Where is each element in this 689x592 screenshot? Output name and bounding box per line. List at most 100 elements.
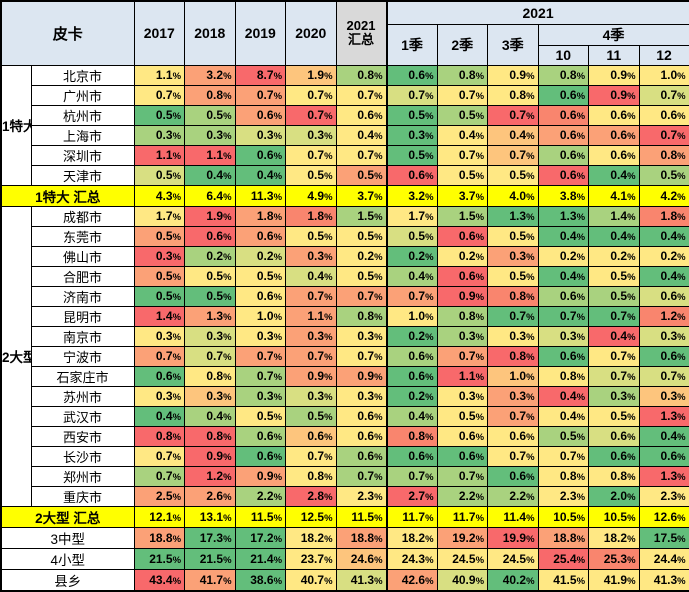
data-cell: 19.2% (436, 526, 489, 549)
data-cell: 0.8% (487, 285, 539, 307)
row-label: 武汉市 (30, 405, 135, 427)
data-cell: 2.0% (588, 485, 640, 507)
data-cell: 0.7% (133, 465, 186, 487)
data-cell: 0.6% (335, 425, 388, 447)
data-cell: 0.6% (588, 124, 640, 146)
row-label: 南京市 (30, 325, 135, 347)
data-cell: 0.8% (588, 465, 640, 487)
data-cell: 1.3% (184, 305, 236, 327)
data-cell: 0.5% (487, 164, 539, 186)
data-cell: 0.7% (436, 465, 489, 487)
data-cell: 2.2% (234, 485, 287, 507)
data-cell: 12.6% (638, 505, 689, 528)
data-cell: 0.7% (537, 305, 590, 327)
table-body: 1特大北京市1.1%3.2%8.7%1.9%0.8%0.6%0.8%0.9%0.… (0, 64, 689, 591)
data-cell: 0.7% (436, 144, 489, 166)
row-label: 郑州市 (30, 465, 135, 487)
data-cell: 1.1% (184, 144, 236, 166)
data-cell: 24.6% (335, 547, 388, 570)
data-cell: 0.6% (638, 345, 689, 367)
data-cell: 3.2% (385, 184, 438, 207)
data-cell: 0.5% (335, 265, 388, 287)
data-cell: 2.2% (436, 485, 489, 507)
data-cell: 0.2% (638, 245, 689, 267)
row-label: 县乡 (0, 568, 135, 591)
data-cell: 0.7% (487, 144, 539, 166)
data-cell: 23.7% (285, 547, 337, 570)
data-cell: 0.5% (184, 104, 236, 126)
data-cell: 0.5% (133, 265, 186, 287)
data-cell: 0.3% (133, 385, 186, 407)
data-cell: 0.6% (234, 225, 287, 247)
data-cell: 1.8% (234, 205, 287, 227)
data-cell: 0.8% (638, 144, 689, 166)
table-row: 重庆市 2.5% 2.6% 2.2% 2.8% 2.3% 2.7% 2.2% 2.2% 2.3% 2… (1, 485, 689, 507)
data-cell: 0.6% (537, 124, 590, 146)
data-cell: 0.3% (436, 325, 489, 347)
data-cell: 4.0% (487, 184, 539, 207)
data-cell: 0.8% (537, 365, 590, 387)
data-cell: 2.3% (335, 485, 388, 507)
data-cell: 0.6% (588, 445, 640, 467)
data-cell: 24.4% (638, 547, 689, 570)
data-cell: 3.2% (184, 64, 236, 86)
data-cell: 0.2% (588, 245, 640, 267)
table-row: 2大型成都市1.7%1.9%1.8%1.8%1.5%1.7%1.5%1.3%1.… (0, 205, 689, 507)
data-cell: 0.7% (184, 345, 236, 367)
data-cell: 0.7% (487, 104, 539, 126)
data-cell: 1.2% (184, 465, 236, 487)
data-cell: 24.3% (385, 547, 438, 570)
row-group-label: 2大型 (0, 205, 32, 507)
data-cell: 0.6% (638, 285, 689, 307)
data-cell: 10.5% (588, 505, 640, 528)
data-cell: 1.1% (436, 365, 489, 387)
data-cell: 0.8% (184, 84, 236, 106)
col-group-q4: 4季 (537, 23, 689, 46)
data-cell: 19.9% (487, 526, 539, 549)
data-cell: 0.6% (436, 425, 489, 447)
data-cell: 0.7% (385, 285, 438, 307)
data-cell: 0.7% (588, 345, 640, 367)
data-cell: 0.8% (285, 465, 337, 487)
data-cell: 0.3% (234, 124, 287, 146)
row-label: 合肥市 (30, 265, 135, 287)
data-cell: 0.7% (285, 84, 337, 106)
data-cell: 0.5% (234, 405, 287, 427)
col-header-month-12: 12 (638, 44, 689, 66)
col-header-2021-total-line2: 汇总 (348, 32, 375, 48)
data-cell: 17.3% (184, 526, 236, 549)
col-header-2017: 2017 (133, 0, 186, 66)
data-cell: 0.4% (385, 405, 438, 427)
data-cell: 42.6% (385, 568, 438, 591)
data-cell: 0.7% (285, 285, 337, 307)
data-cell: 0.5% (133, 285, 186, 307)
data-cell: 0.4% (385, 265, 438, 287)
col-header-2021-total-line1: 2021 (346, 17, 376, 33)
data-cell: 4.2% (638, 184, 689, 207)
col-header-month-11: 11 (588, 44, 640, 66)
data-cell: 0.5% (234, 265, 287, 287)
row-group-label: 1特大 (0, 64, 32, 186)
data-cell: 0.7% (487, 445, 539, 467)
data-cell: 0.6% (385, 445, 438, 467)
data-cell: 11.4% (487, 505, 539, 528)
data-cell: 0.9% (588, 84, 640, 106)
data-cell: 0.5% (133, 164, 186, 186)
data-cell: 0.2% (537, 245, 590, 267)
data-cell: 1.0% (234, 305, 287, 327)
data-cell: 0.6% (335, 104, 388, 126)
data-cell: 4.1% (588, 184, 640, 207)
data-cell: 0.6% (184, 225, 236, 247)
data-cell: 0.6% (385, 64, 438, 86)
data-cell: 25.4% (537, 547, 590, 570)
data-cell: 0.3% (638, 325, 689, 347)
row-label: 1特大 汇总 (0, 184, 135, 207)
data-cell: 11.3% (234, 184, 287, 207)
data-cell: 0.8% (133, 425, 186, 447)
data-cell: 0.6% (335, 445, 388, 467)
data-cell: 0.9% (335, 365, 388, 387)
data-cell: 1.4% (588, 205, 640, 227)
data-cell: 0.6% (487, 425, 539, 447)
data-cell: 0.3% (537, 325, 590, 347)
table-row: 深圳市 1.1% 1.1% 0.6% 0.7% 0.7% 0.5% 0.7% 0.7% 0.6% 0… (1, 144, 689, 166)
